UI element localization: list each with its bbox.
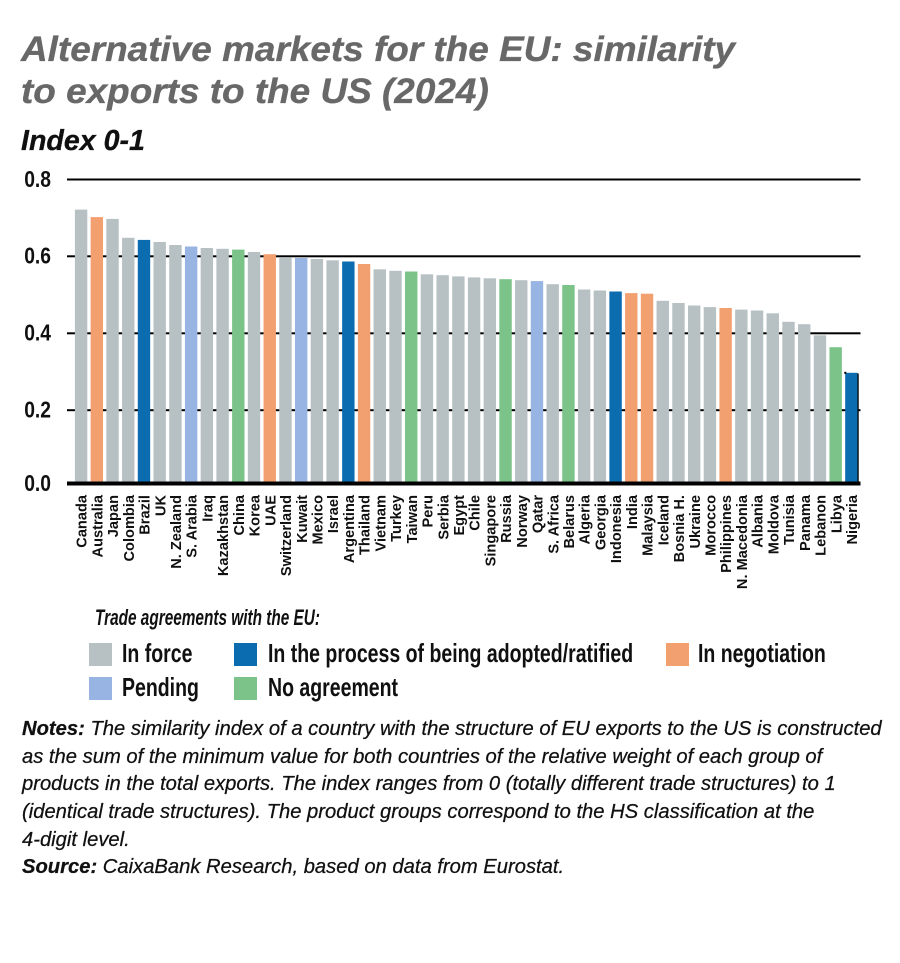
svg-text:Singapore: Singapore [483, 495, 499, 566]
svg-text:Panama: Panama [798, 494, 814, 551]
svg-text:Vietnam: Vietnam [373, 495, 389, 552]
svg-text:Thailand: Thailand [358, 495, 374, 555]
svg-text:Israel: Israel [326, 495, 342, 533]
svg-text:0.0: 0.0 [24, 470, 51, 496]
svg-text:Chile: Chile [468, 495, 484, 531]
svg-text:India: India [625, 494, 641, 529]
svg-text:Indonesia: Indonesia [609, 494, 625, 563]
svg-text:N. Macedonia: N. Macedonia [735, 494, 751, 589]
svg-text:S. Arabia: S. Arabia [185, 494, 201, 558]
svg-text:Nigeria: Nigeria [845, 494, 861, 544]
svg-text:Iraq: Iraq [200, 495, 216, 522]
svg-text:Georgia: Georgia [593, 494, 609, 550]
svg-text:Tunisia: Tunisia [782, 494, 798, 545]
svg-text:Kazakhstan: Kazakhstan [216, 495, 232, 576]
svg-text:Qatar: Qatar [531, 495, 547, 533]
svg-text:Albania: Albania [751, 494, 767, 548]
svg-text:China: China [232, 494, 248, 535]
svg-text:Taiwan: Taiwan [405, 495, 421, 543]
svg-text:Argentina: Argentina [342, 494, 358, 563]
svg-text:UK: UK [153, 495, 169, 517]
svg-text:Colombia: Colombia [122, 494, 138, 561]
svg-text:Moldova: Moldova [766, 494, 782, 554]
svg-text:Russia: Russia [499, 494, 515, 543]
svg-text:UAE: UAE [263, 495, 279, 526]
svg-text:0.4: 0.4 [24, 320, 51, 346]
svg-text:0.2: 0.2 [24, 397, 51, 423]
svg-text:Morocco: Morocco [704, 495, 720, 556]
svg-text:Iceland: Iceland [656, 495, 672, 545]
svg-text:Peru: Peru [421, 495, 437, 527]
svg-text:Serbia: Serbia [436, 494, 452, 539]
svg-text:Belarus: Belarus [562, 495, 578, 549]
svg-text:Algeria: Algeria [578, 494, 594, 544]
svg-text:Australia: Australia [90, 494, 106, 557]
svg-text:Switzerland: Switzerland [279, 495, 295, 576]
svg-text:Bosnia H.: Bosnia H. [672, 495, 688, 562]
svg-text:Ukraine: Ukraine [688, 495, 704, 549]
svg-text:0.6: 0.6 [24, 243, 51, 269]
svg-text:Malaysia: Malaysia [641, 494, 657, 556]
svg-text:N. Zealand: N. Zealand [169, 495, 185, 569]
svg-text:Turkey: Turkey [389, 494, 405, 542]
svg-text:Lebanon: Lebanon [814, 495, 830, 556]
svg-text:Japan: Japan [106, 495, 122, 537]
svg-text:Norway: Norway [515, 494, 531, 548]
svg-text:S. Africa: S. Africa [546, 494, 562, 554]
svg-text:Canada: Canada [75, 494, 91, 548]
svg-text:Libya: Libya [829, 494, 845, 533]
svg-text:Egypt: Egypt [452, 495, 468, 536]
svg-text:Korea: Korea [248, 494, 264, 536]
svg-text:Philippines: Philippines [719, 495, 735, 573]
svg-text:Kuwait: Kuwait [295, 495, 311, 543]
svg-text:0.8: 0.8 [24, 166, 51, 192]
svg-text:Brazil: Brazil [138, 495, 154, 535]
svg-text:Mexico: Mexico [311, 495, 327, 545]
